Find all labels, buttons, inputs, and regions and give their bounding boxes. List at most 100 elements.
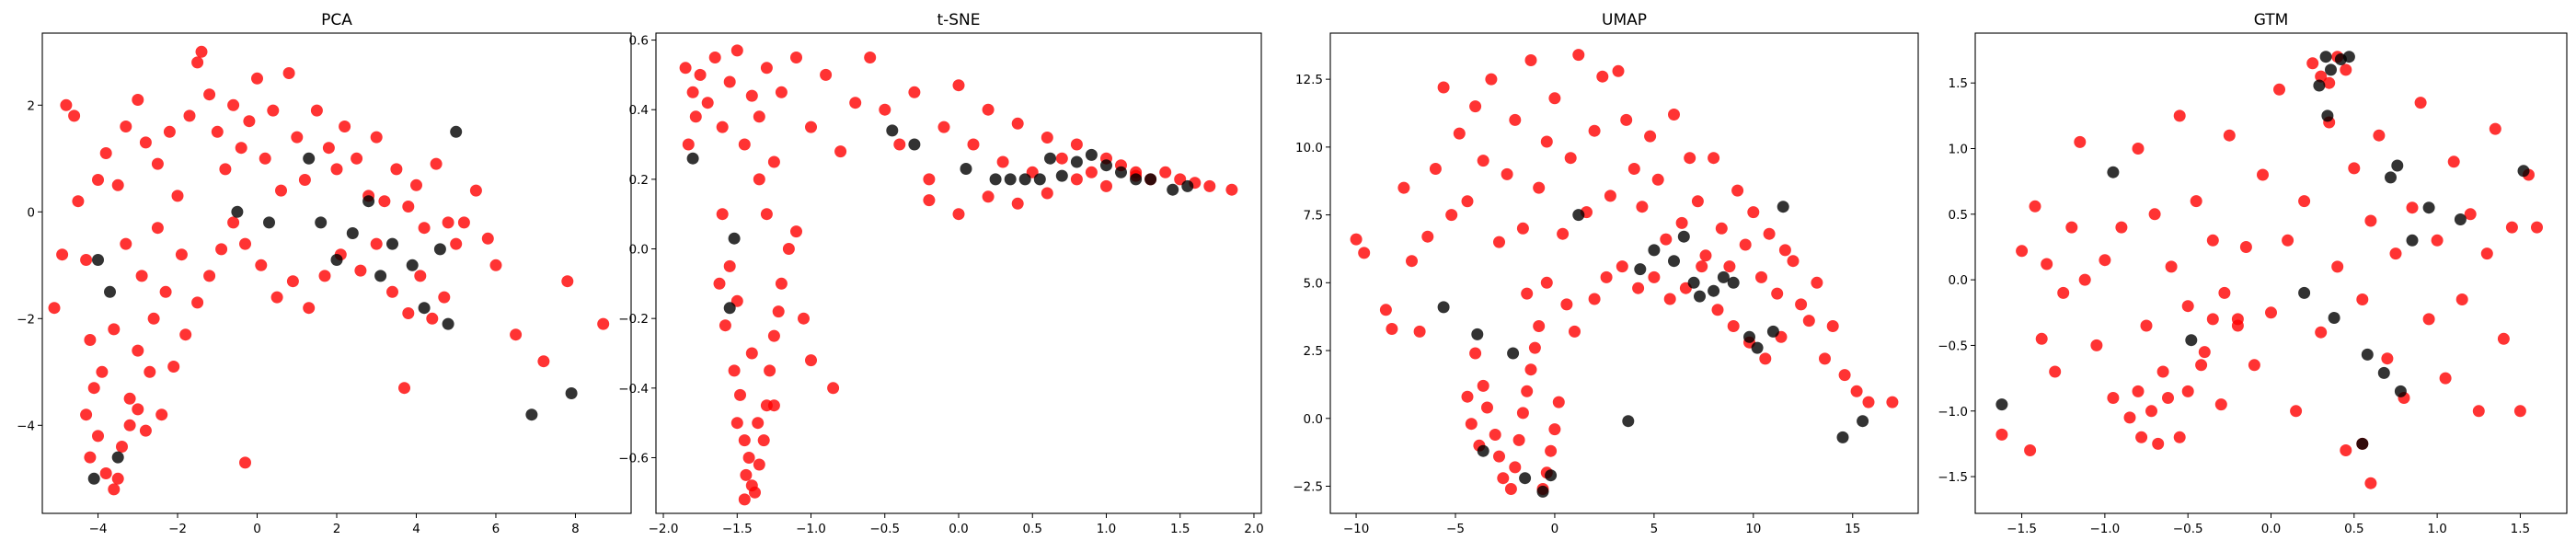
pca-point-s0-93 [111, 472, 124, 485]
pca-point-s0-82 [438, 291, 451, 304]
gtm-ticks: −1.5 −1.0 −0.5 0.0 0.5 1.0 1.5 −1.5 −1.0 −0.5 0.0 0… [1938, 76, 2530, 536]
pca-point-s0-12 [151, 157, 164, 170]
pca-xtick-label-6: 8 [571, 522, 580, 536]
gtm-point-s0-76 [2323, 76, 2336, 89]
umap-title: UMAP [1602, 11, 1647, 29]
pca-point-s0-48 [481, 232, 494, 245]
pca-point-s0-70 [255, 259, 268, 271]
pca-point-s0-66 [203, 270, 216, 282]
umap-point-s0-53 [1787, 255, 1800, 268]
tsne-point-s0-28 [967, 138, 980, 151]
tsne-point-s0-65 [753, 458, 765, 471]
pca-point-s0-31 [310, 104, 323, 117]
umap-point-s1-21 [1836, 431, 1849, 443]
tsne-point-s0-60 [738, 434, 751, 447]
umap-point-s0-34 [1636, 201, 1649, 213]
umap-point-s0-12 [1461, 195, 1474, 208]
pca-point-s1-18 [525, 408, 538, 421]
pca-point-s0-18 [203, 88, 216, 101]
umap-point-s0-85 [1569, 325, 1581, 338]
pca-point-s0-17 [195, 45, 208, 58]
pca-point-s0-91 [87, 382, 100, 395]
gtm-point-s1-0 [1995, 398, 2008, 411]
gtm-point-s0-11 [2090, 339, 2103, 351]
tsne-point-s0-66 [757, 434, 770, 447]
umap-point-s1-2 [1507, 347, 1520, 360]
pca-point-s0-92 [80, 408, 93, 421]
umap-point-s0-88 [1616, 260, 1628, 273]
gtm-point-s0-10 [2078, 273, 2091, 286]
gtm-point-s0-26 [2214, 398, 2227, 411]
gtm-point-s0-62 [2513, 405, 2526, 418]
umap-point-s1-17 [1743, 330, 1755, 343]
umap-point-s0-18 [1509, 113, 1522, 126]
gtm-point-s0-22 [2181, 300, 2194, 313]
gtm-xtick-label-1: −1.0 [2089, 522, 2120, 536]
pca-point-s0-94 [147, 312, 160, 325]
umap-point-s0-33 [1627, 163, 1640, 175]
pca-point-s0-78 [386, 285, 398, 298]
gtm-point-s0-25 [2206, 234, 2219, 247]
umap-xtick-label-1: −5 [1446, 522, 1465, 536]
tsne-ytick-label-1: −0.4 [618, 382, 649, 397]
umap-point-s0-17 [1501, 167, 1513, 180]
tsne-point-s0-22 [879, 103, 891, 116]
umap-ytick-label-1: 0.0 [1304, 412, 1323, 427]
umap-ytick-label-4: 7.5 [1304, 209, 1323, 224]
pca-point-s0-24 [251, 72, 263, 85]
umap-point-s0-58 [1826, 320, 1839, 332]
gtm-point-s0-20 [2165, 260, 2178, 273]
pca-point-s0-22 [235, 142, 247, 155]
pca-point-s0-25 [259, 152, 271, 165]
gtm-point-s0-18 [2148, 208, 2161, 221]
gtm-ytick-label-5: 1.0 [1949, 143, 1968, 157]
pca-point-s0-10 [132, 94, 144, 106]
umap-ticks: −10 −5 0 5 10 15 −2.5 0.0 2.5 5.0 7.5 10.0 12.5 [1293, 73, 1860, 536]
tsne-point-s0-83 [738, 493, 751, 506]
tsne-point-s0-81 [745, 347, 758, 360]
gtm-point-s1-10 [2328, 312, 2340, 324]
gtm-xtick-label-3: 0.0 [2261, 522, 2281, 536]
umap-point-s0-19 [1516, 222, 1529, 235]
tsne-point-s0-1 [686, 86, 699, 98]
umap-point-s0-95 [1727, 320, 1740, 332]
tsne-point-s0-52 [1100, 179, 1112, 192]
umap-point-s0-64 [1477, 379, 1489, 392]
gtm-point-s0-17 [2140, 319, 2153, 332]
tsne-point-s0-25 [923, 173, 936, 186]
umap-point-s0-61 [1862, 396, 1875, 408]
pca-point-s0-1 [68, 109, 81, 122]
pca-point-s1-4 [231, 205, 244, 218]
gtm-point-s0-46 [2381, 352, 2394, 365]
gtm-point-s0-5 [2041, 258, 2053, 270]
umap-point-s0-71 [1512, 433, 1525, 446]
tsne-point-s0-16 [790, 52, 802, 63]
pca-point-s0-16 [191, 56, 204, 69]
umap-point-s0-55 [1802, 315, 1815, 328]
pca-point-s0-27 [275, 184, 287, 197]
umap-point-s0-1 [1358, 247, 1371, 259]
tsne-title: t-SNE [937, 11, 980, 29]
gtm-point-s1-4 [2313, 79, 2326, 92]
gtm-point-s0-33 [2273, 83, 2285, 96]
gtm-point-s0-71 [2181, 385, 2194, 397]
gtm-point-s0-73 [2206, 313, 2219, 326]
pca-point-s0-88 [123, 419, 136, 431]
umap-point-s0-4 [1397, 181, 1410, 194]
pca-point-s0-47 [469, 184, 482, 197]
umap-point-s1-11 [1677, 230, 1690, 243]
tsne-xtick-label-4: 0.0 [949, 522, 968, 536]
pca-point-s0-87 [116, 441, 128, 453]
gtm-point-s0-32 [2265, 306, 2277, 319]
umap-point-s0-0 [1350, 233, 1363, 246]
gtm-point-s0-27 [2223, 129, 2236, 142]
umap-panel: UMAP −10 −5 0 5 10 15 −2.5 0.0 2.5 5.0 7.5 10.0 12.5 [1293, 11, 1919, 536]
tsne-point-s1-3 [886, 124, 899, 137]
tsne-point-s0-77 [760, 208, 773, 221]
umap-point-s1-22 [1857, 415, 1869, 428]
umap-point-s1-6 [1519, 472, 1532, 485]
umap-point-s0-65 [1481, 401, 1493, 414]
gtm-point-s0-57 [2472, 405, 2485, 418]
tsne-point-s1-9 [1033, 173, 1046, 186]
tsne-point-s0-56 [719, 319, 731, 332]
